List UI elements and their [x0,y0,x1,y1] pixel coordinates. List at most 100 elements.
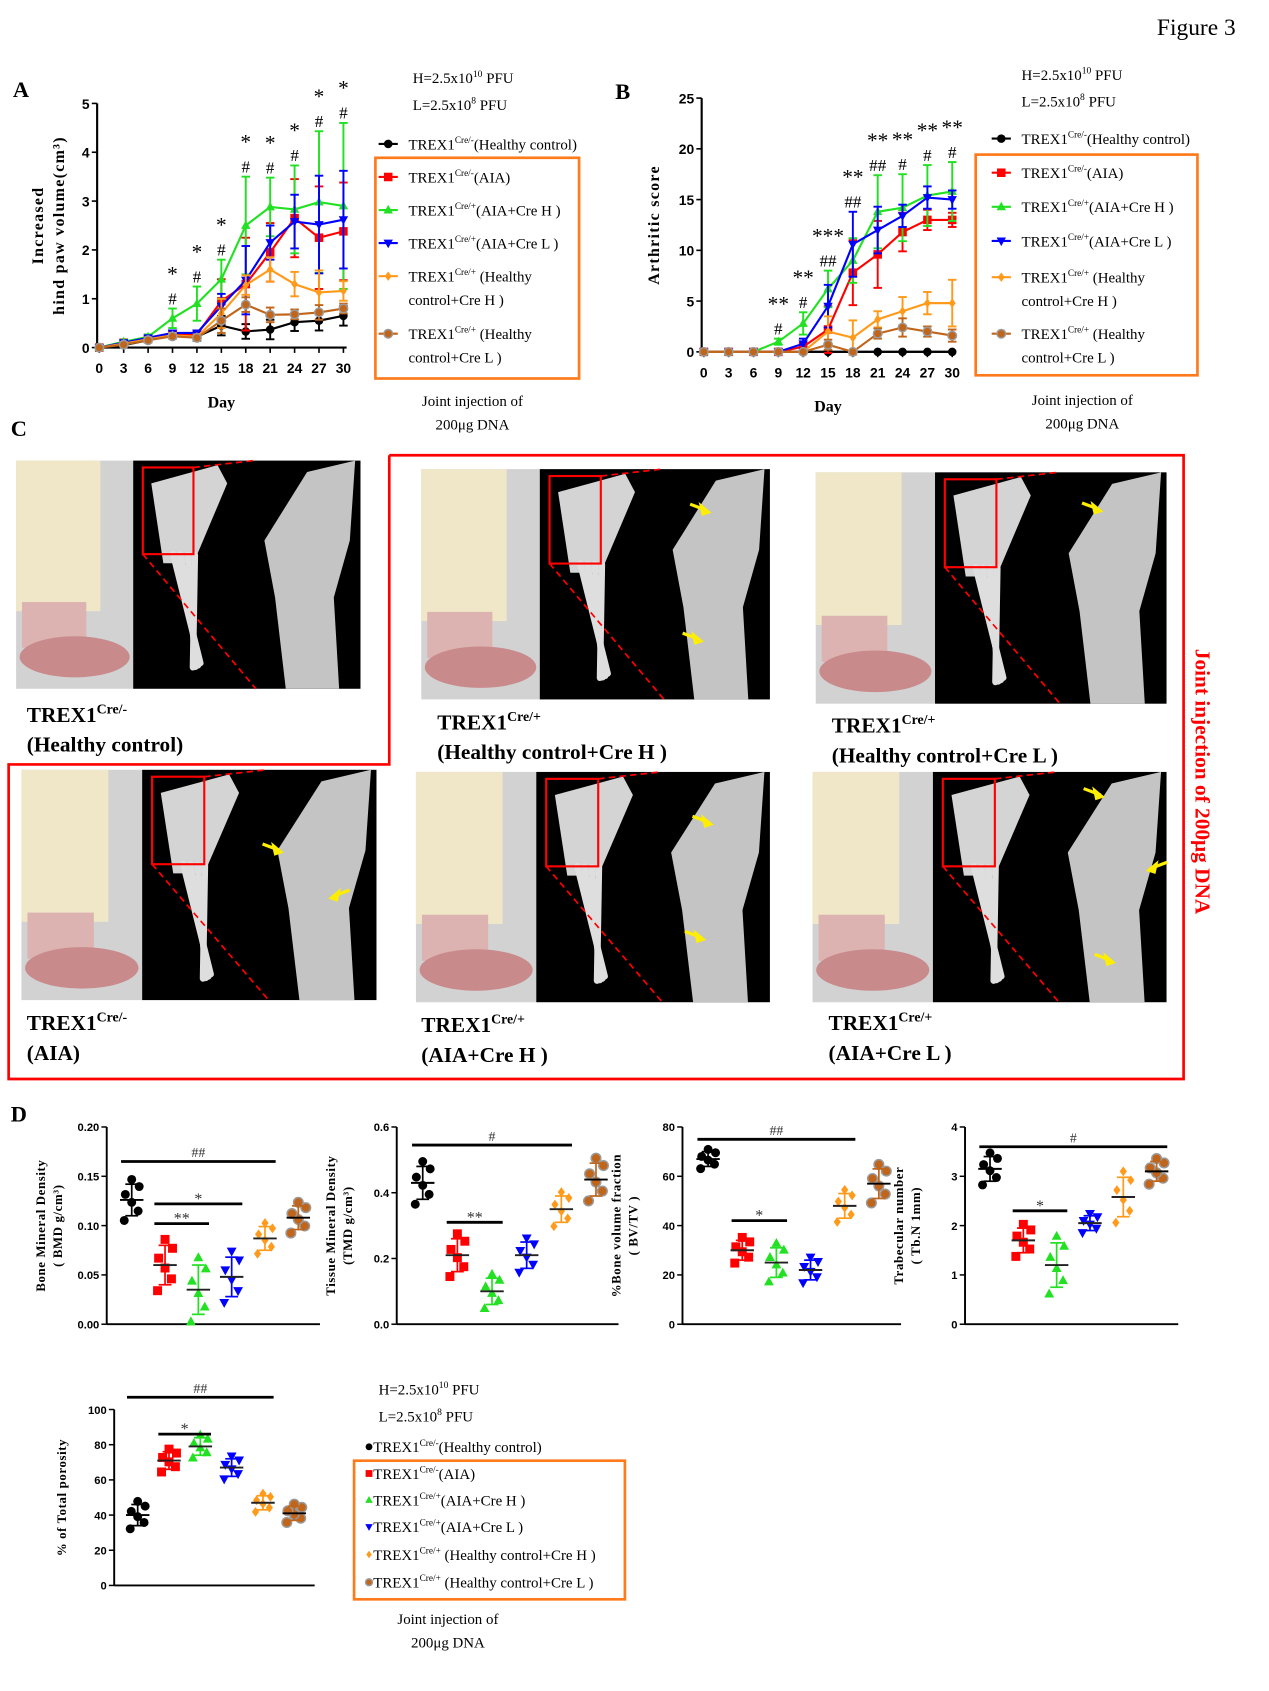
y-tick-label: 100 [88,1405,107,1417]
group-0 [978,1148,1002,1190]
significance-label: ## [769,1123,783,1138]
x-tick-label: 18 [238,360,254,376]
x-tick-label: 27 [311,360,327,376]
data-point [133,1496,143,1506]
zoom-region-box [941,777,996,868]
significance-annotation: # [339,104,348,123]
data-point [698,346,709,357]
data-point [799,1262,810,1272]
data-point [1044,1288,1055,1298]
legend-label: TREX1Cre/+ (Healthy [1022,326,1146,343]
image-condition: (Healthy control+Cre L ) [832,743,1058,767]
legend-label: TREX1Cre/+(AIA+Cre L ) [373,1519,523,1536]
data-point [164,1444,174,1454]
metatarsal-bone [189,551,199,671]
data-point [764,1276,774,1286]
data-point [157,1467,167,1477]
y-tick-label: 4 [951,1122,958,1134]
micro-ct-image: TREX1Cre/- (AIA) [21,768,377,1065]
text-span: L=2.5x10 [1022,95,1081,111]
text-span: (AIA) [474,170,510,186]
data-point [1051,1230,1062,1240]
data-point [167,313,178,322]
arrow-head-icon [698,502,712,516]
data-point [158,1452,168,1462]
data-point [1012,1231,1022,1241]
arrow-head-icon [693,929,707,944]
data-point [202,1433,213,1443]
x-tick-label: 6 [750,364,758,380]
group-2 [1044,1230,1070,1298]
legend-item: TREX1Cre/-(Healthy control) [991,131,1190,148]
data-point [118,339,129,350]
data-point [185,1316,196,1326]
text-span: PFU [442,1409,473,1425]
y-tick-label: 3 [951,1172,957,1184]
data-point [119,1215,129,1225]
legend-label: TREX1Cre/+(AIA+Cre H ) [408,202,560,219]
data-point [127,1174,137,1184]
y-tick-label: 0.15 [77,1172,99,1184]
y-tick-label: 0.6 [374,1122,390,1134]
significance-annotation: ** [917,118,938,142]
text-span: TREX1 [373,1520,419,1536]
chart-D4: 0 1 2 3 4 Trabecular number( Tb.N 1mm) # * [892,1122,1179,1331]
data-point [479,1303,490,1313]
panel-label-a: A [13,77,29,102]
data-point [515,1247,526,1256]
text-span: TREX1 [373,1493,419,1509]
significance-annotation: # [217,240,226,259]
text-span: (AIA+Cre H ) [476,203,561,219]
data-point [424,1189,434,1199]
legend-item: TREX1Cre/+(AIA+Cre H ) [378,202,561,219]
significance-annotation: # [168,289,177,308]
significance-label: * [755,1208,763,1225]
significance-annotation: # [290,146,299,165]
data-point [834,1196,842,1207]
data-point [166,1274,176,1284]
data-point [748,346,759,357]
fur [21,769,109,922]
text-span: H=2.5x10 [379,1383,439,1399]
text-span: TREX1 [408,170,454,186]
micro-ct-image: TREX1Cre/+ (Healthy control+Cre H ) [421,468,770,764]
y-tick-label: 0 [82,340,90,356]
joint-injection-note: 200μg DNA [411,1635,485,1651]
legend-item: TREX1Cre/-(Healthy control) [378,136,577,153]
data-point [338,303,349,314]
text-span: (Healthy control) [439,1440,542,1456]
legend-item: TREX1Cre/+ (Healthy control+Cre L ) [991,326,1146,367]
text-span: (AIA+Cre L ) [476,236,558,252]
chart-D1: 0.00 0.05 0.10 0.15 0.20 Bone Mineral Density… [34,1122,320,1331]
data-point [493,1295,504,1305]
data-point [1091,1224,1102,1234]
text-span: TREX1 [408,327,454,343]
data-point [798,318,808,327]
text-span: (AIA+Cre H ) [1089,200,1174,216]
y-tick-label: 0.0 [374,1319,390,1331]
dose-h-text: H=2.5x1010 PFU [379,1380,480,1398]
legend-item: TREX1Cre/-(Healthy control) [365,1439,542,1456]
significance-annotation: # [774,319,783,338]
legend-item: TREX1Cre/+ (Healthy control+Cre H ) [991,269,1145,310]
x-axis-label: Day [208,394,236,411]
legend: TREX1Cre/-(Healthy control) TREX1Cre/-(AI… [352,1439,627,1601]
data-point [233,1470,243,1480]
text-span: (AIA) [1087,166,1123,182]
data-point [240,299,251,310]
legend-label: TREX1Cre/-(AIA) [373,1465,475,1482]
significance-annotation: ** [793,266,814,290]
group-2 [764,1237,789,1286]
data-point [923,298,931,308]
text-span: Cre/+ [1068,233,1089,243]
legend-label: TREX1Cre/+(AIA+Cre H ) [373,1492,525,1509]
y-tick-label: 3 [82,193,90,209]
data-point [873,347,882,357]
data-point [1025,1244,1035,1254]
zoomed-joint-bone [264,460,356,689]
legend-marker-circle-ring [383,328,394,339]
group-5 [582,1152,609,1207]
y-tick-label: 80 [94,1440,106,1452]
